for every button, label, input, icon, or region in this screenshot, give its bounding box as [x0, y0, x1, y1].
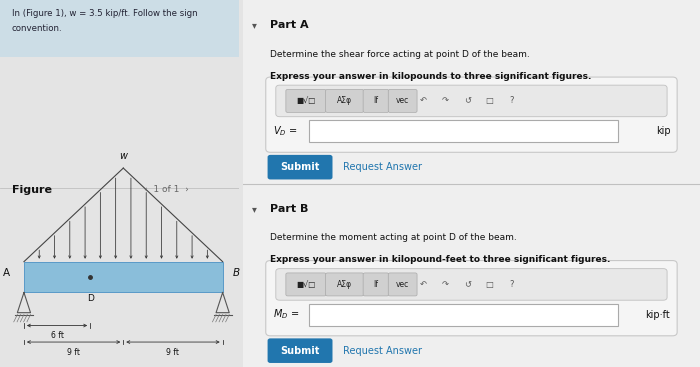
FancyBboxPatch shape: [363, 90, 389, 112]
Bar: [24, 262, 223, 292]
FancyBboxPatch shape: [276, 85, 667, 117]
Text: AΣφ: AΣφ: [337, 280, 352, 289]
Text: w: w: [119, 151, 127, 161]
Text: If: If: [373, 280, 379, 289]
Text: convention.: convention.: [12, 24, 62, 33]
Text: Part A: Part A: [270, 20, 309, 30]
Text: vec: vec: [396, 97, 410, 105]
Text: Express your answer in kilopound-feet to three significant figures.: Express your answer in kilopound-feet to…: [270, 255, 610, 264]
Text: ?: ?: [509, 97, 514, 105]
FancyBboxPatch shape: [286, 273, 326, 296]
FancyBboxPatch shape: [326, 273, 363, 296]
Text: If: If: [373, 97, 379, 105]
Text: □: □: [485, 97, 494, 105]
FancyBboxPatch shape: [243, 0, 700, 184]
Text: ■√□: ■√□: [296, 97, 316, 105]
Text: 6 ft: 6 ft: [50, 331, 64, 340]
Text: ▾: ▾: [252, 204, 257, 214]
Text: Express your answer in kilopounds to three significant figures.: Express your answer in kilopounds to thr…: [270, 72, 592, 81]
Text: ■√□: ■√□: [296, 280, 316, 289]
Text: Request Answer: Request Answer: [344, 346, 423, 356]
Text: Submit: Submit: [280, 346, 320, 356]
FancyBboxPatch shape: [389, 273, 417, 296]
Text: AΣφ: AΣφ: [337, 97, 352, 105]
Text: D: D: [87, 294, 94, 304]
Text: $V_D$ =: $V_D$ =: [272, 124, 297, 138]
FancyBboxPatch shape: [286, 90, 326, 112]
Text: ↺: ↺: [464, 280, 471, 289]
Text: B: B: [232, 268, 239, 279]
Text: Determine the moment acting at point D of the beam.: Determine the moment acting at point D o…: [270, 233, 517, 242]
Text: ?: ?: [509, 280, 514, 289]
Text: kip: kip: [656, 126, 671, 136]
Text: A: A: [2, 268, 10, 279]
Text: ↷: ↷: [442, 280, 449, 289]
Text: ↷: ↷: [442, 97, 449, 105]
FancyBboxPatch shape: [243, 184, 700, 367]
Text: □: □: [485, 280, 494, 289]
Text: 9 ft: 9 ft: [67, 348, 80, 357]
FancyBboxPatch shape: [326, 90, 363, 112]
Text: ‹  1 of 1  ›: ‹ 1 of 1 ›: [144, 185, 188, 195]
FancyBboxPatch shape: [267, 338, 332, 363]
FancyBboxPatch shape: [309, 304, 617, 326]
Text: ↺: ↺: [464, 97, 471, 105]
Text: ↶: ↶: [420, 97, 427, 105]
Text: Figure: Figure: [12, 185, 52, 195]
FancyBboxPatch shape: [0, 0, 239, 57]
Text: ↶: ↶: [420, 280, 427, 289]
FancyBboxPatch shape: [309, 120, 617, 142]
FancyBboxPatch shape: [267, 155, 332, 179]
Text: ▾: ▾: [252, 20, 257, 30]
FancyBboxPatch shape: [389, 90, 417, 112]
Text: Submit: Submit: [280, 162, 320, 172]
FancyBboxPatch shape: [266, 77, 677, 152]
Text: In (Figure 1), w = 3.5 kip/ft. Follow the sign: In (Figure 1), w = 3.5 kip/ft. Follow th…: [12, 9, 197, 18]
FancyBboxPatch shape: [266, 261, 677, 336]
Text: vec: vec: [396, 280, 410, 289]
FancyBboxPatch shape: [363, 273, 389, 296]
Text: 9 ft: 9 ft: [167, 348, 179, 357]
Text: Request Answer: Request Answer: [344, 162, 423, 172]
Text: Part B: Part B: [270, 204, 309, 214]
Text: $M_D$ =: $M_D$ =: [272, 308, 299, 321]
FancyBboxPatch shape: [276, 269, 667, 300]
Text: Determine the shear force acting at point D of the beam.: Determine the shear force acting at poin…: [270, 50, 530, 59]
Text: kip·ft: kip·ft: [645, 309, 671, 320]
